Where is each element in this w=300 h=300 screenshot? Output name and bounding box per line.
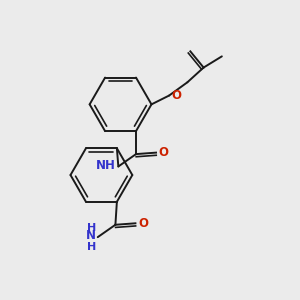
Text: H: H xyxy=(87,223,96,233)
Text: O: O xyxy=(138,217,148,230)
Text: O: O xyxy=(159,146,169,159)
Text: O: O xyxy=(172,89,182,102)
Text: H: H xyxy=(87,242,96,252)
Text: NH: NH xyxy=(96,159,116,172)
Text: N: N xyxy=(86,229,96,242)
